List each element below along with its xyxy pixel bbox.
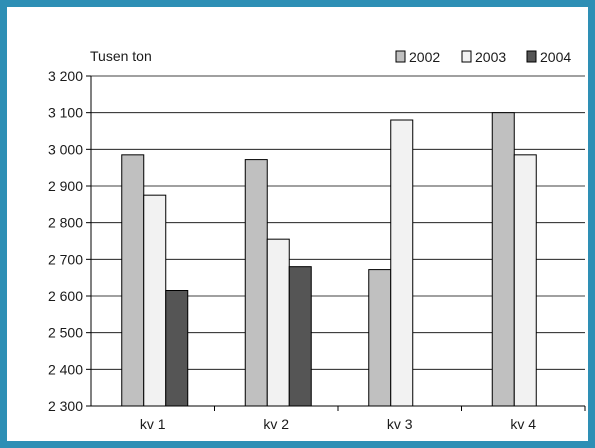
y-tick-label: 2 800: [48, 215, 83, 231]
x-tick-label: kv 2: [263, 416, 289, 432]
bar-2003-kv4: [513, 154, 537, 407]
bar-2003-kv1: [143, 194, 167, 407]
bar-2002-kv4: [491, 112, 515, 407]
y-tick-label: 3 100: [48, 105, 83, 121]
y-tick-label: 3 200: [48, 68, 83, 84]
legend-label-2003: 2003: [475, 49, 506, 65]
bar-2003-kv3: [390, 119, 414, 407]
bar-2003-kv2: [266, 238, 290, 407]
y-axis-label: Tusen ton: [90, 48, 152, 64]
y-tick-label: 2 600: [48, 288, 83, 304]
y-tick-label: 2 500: [48, 325, 83, 341]
legend-swatch-2004: [526, 50, 537, 63]
legend-label-2002: 2002: [409, 49, 440, 65]
y-tick-label: 2 300: [48, 398, 83, 414]
y-tick-label: 2 900: [48, 178, 83, 194]
axes: [86, 75, 586, 411]
legend: 2002 2003 2004: [395, 49, 571, 65]
legend-swatch-2003: [461, 50, 472, 63]
y-tick-labels: 2 300 2 400 2 500 2 600 2 700 2 800 2 900 3 000…: [48, 68, 83, 414]
x-tick-label: kv 4: [510, 416, 536, 432]
y-tick-label: 3 000: [48, 141, 83, 157]
y-tick-label: 2 700: [48, 251, 83, 267]
legend-label-2004: 2004: [540, 49, 571, 65]
x-tick-label: kv 3: [387, 416, 413, 432]
y-tick-label: 2 400: [48, 361, 83, 377]
bar-2004-kv2: [288, 266, 312, 407]
bar-2002-kv1: [121, 154, 145, 407]
bar-2002-kv3: [368, 269, 392, 407]
x-tick-label: kv 1: [140, 416, 166, 432]
bars: [121, 112, 537, 407]
bar-2004-kv1: [165, 290, 189, 407]
x-tick-labels: kv 1 kv 2 kv 3 kv 4: [140, 416, 536, 432]
legend-swatch-2002: [395, 50, 406, 63]
bar-2002-kv2: [244, 159, 268, 407]
